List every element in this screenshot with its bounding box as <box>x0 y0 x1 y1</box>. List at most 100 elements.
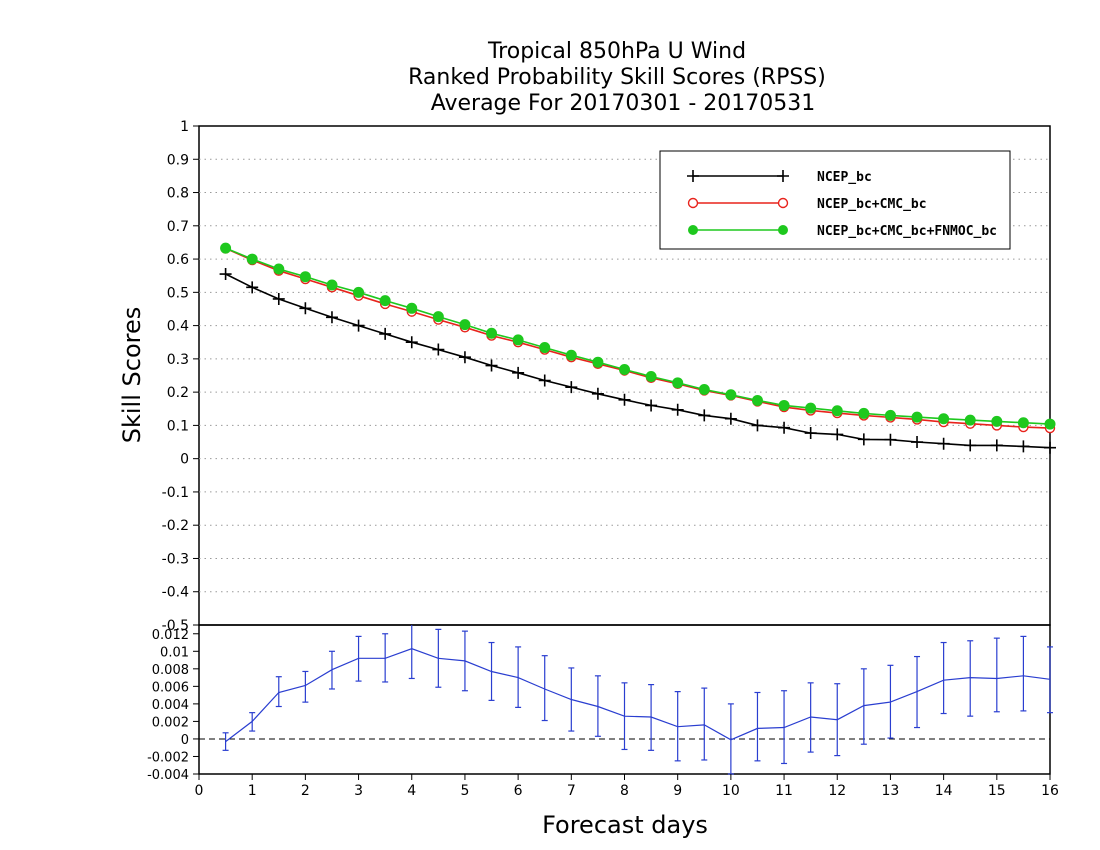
data-point <box>432 343 445 356</box>
data-point <box>618 393 631 406</box>
data-point <box>964 439 977 452</box>
error-bar <box>408 625 415 680</box>
top-y-ticks: 1 0.9 0.8 0.7 0.6 0.5 0.4 0.3 0.2 0.1 0 -0.1 -0.2 -0.… <box>162 119 199 634</box>
difference-line <box>225 648 1051 743</box>
data-point <box>698 383 710 395</box>
title-line-3: Average For 20170301 - 20170531 <box>431 91 816 116</box>
data-point <box>751 394 763 406</box>
data-point <box>406 302 418 314</box>
data-point <box>1044 441 1056 454</box>
y-tick-label: 0 <box>180 452 189 468</box>
error-bar <box>1020 635 1027 712</box>
x-tick-label: 14 <box>935 783 953 799</box>
data-point <box>591 387 604 400</box>
data-point <box>911 436 924 449</box>
top-series <box>219 242 1056 454</box>
data-point <box>884 409 896 421</box>
y-tick-label: 0 <box>181 733 189 748</box>
series-NCEP_bc <box>219 268 1056 454</box>
y-tick-label: -0.5 <box>162 618 189 634</box>
data-point <box>991 415 1003 427</box>
x-tick-label: 0 <box>195 783 204 799</box>
x-axis-title: Forecast days <box>542 811 708 839</box>
data-point <box>990 439 1003 452</box>
data-point <box>724 412 737 425</box>
data-point <box>486 327 498 339</box>
data-point <box>805 402 817 414</box>
data-point <box>964 414 976 426</box>
data-point <box>831 428 844 441</box>
y-tick-label: 0.1 <box>167 418 189 434</box>
data-point <box>273 263 285 275</box>
y-tick-label: -0.2 <box>162 518 189 534</box>
y-tick-label: 1 <box>180 119 189 135</box>
series-NCEP_bc+CMC_bc <box>220 243 1056 434</box>
data-point <box>246 281 259 294</box>
data-point <box>459 319 471 331</box>
data-point <box>485 359 498 372</box>
legend: NCEP_bc NCEP_bc+CMC_bc NCEP_bc+CMC_bc+FNMO… <box>659 150 1011 250</box>
data-point <box>379 295 391 307</box>
data-point <box>804 427 817 440</box>
y-tick-label: 0.008 <box>152 663 189 678</box>
data-point <box>299 271 311 283</box>
error-bar <box>860 668 867 745</box>
data-point <box>857 433 870 446</box>
data-point <box>539 342 551 354</box>
data-point <box>512 334 524 346</box>
x-tick-label: 6 <box>514 783 523 799</box>
difference-series <box>222 625 1053 775</box>
legend-label: NCEP_bc <box>817 170 872 185</box>
y-tick-label: 0.4 <box>167 319 189 335</box>
data-point <box>326 279 338 291</box>
x-tick-label: 5 <box>460 783 469 799</box>
data-point <box>938 413 950 425</box>
y-tick-label: 0.012 <box>152 628 189 643</box>
data-point <box>672 377 684 389</box>
x-tick-label: 12 <box>828 783 846 799</box>
title-line-2: Ranked Probability Skill Scores (RPSS) <box>408 65 826 90</box>
data-point <box>645 370 657 382</box>
data-point <box>353 286 365 298</box>
legend-box <box>659 150 1011 250</box>
bottom-y-ticks: 0.012 0.01 0.008 0.006 0.004 0.002 0 -0.002 -0.0… <box>147 628 199 783</box>
y-tick-label: -0.4 <box>162 585 189 601</box>
x-tick-label: 3 <box>354 783 363 799</box>
data-point <box>246 253 258 265</box>
data-point <box>619 364 630 376</box>
legend-marker <box>687 197 699 209</box>
data-point <box>778 421 791 434</box>
data-point <box>884 433 897 446</box>
error-bar <box>1047 646 1053 714</box>
error-bar <box>275 676 282 708</box>
error-bar <box>701 687 708 761</box>
error-bar <box>940 641 947 715</box>
x-tick-label: 16 <box>1041 783 1059 799</box>
data-point <box>1017 440 1030 453</box>
error-bar <box>302 670 309 703</box>
data-point <box>1017 417 1029 429</box>
series-NCEP_bc+CMC_bc+FNMOC_bc <box>220 242 1056 430</box>
x-tick-label: 9 <box>673 783 682 799</box>
x-tick-label: 4 <box>407 783 416 799</box>
data-point <box>538 374 551 387</box>
data-point <box>698 409 711 422</box>
y-tick-label: 0.6 <box>167 252 189 268</box>
y-tick-label: 0.006 <box>152 680 189 695</box>
series-line <box>225 273 1051 449</box>
data-point <box>671 403 684 416</box>
legend-marker <box>688 225 698 235</box>
data-point <box>219 268 232 281</box>
x-ticks: 0 1 2 3 4 5 6 7 8 9 10 11 12 13 14 15 16 <box>195 774 1059 799</box>
x-tick-label: 8 <box>620 783 629 799</box>
difference-plot: 0.012 0.01 0.008 0.006 0.004 0.002 0 -0.002 -0.0… <box>147 624 1053 783</box>
data-point <box>725 389 737 401</box>
y-tick-label: -0.3 <box>162 551 189 567</box>
y-tick-label: -0.002 <box>147 750 189 765</box>
y-tick-label: 0.002 <box>152 715 189 730</box>
data-point <box>432 311 444 323</box>
skill-scores-plot: 1 0.9 0.8 0.7 0.6 0.5 0.4 0.3 0.2 0.1 0 -0.1 -0.2 -0.… <box>118 119 1056 634</box>
data-point <box>405 336 418 349</box>
data-point <box>220 242 232 254</box>
